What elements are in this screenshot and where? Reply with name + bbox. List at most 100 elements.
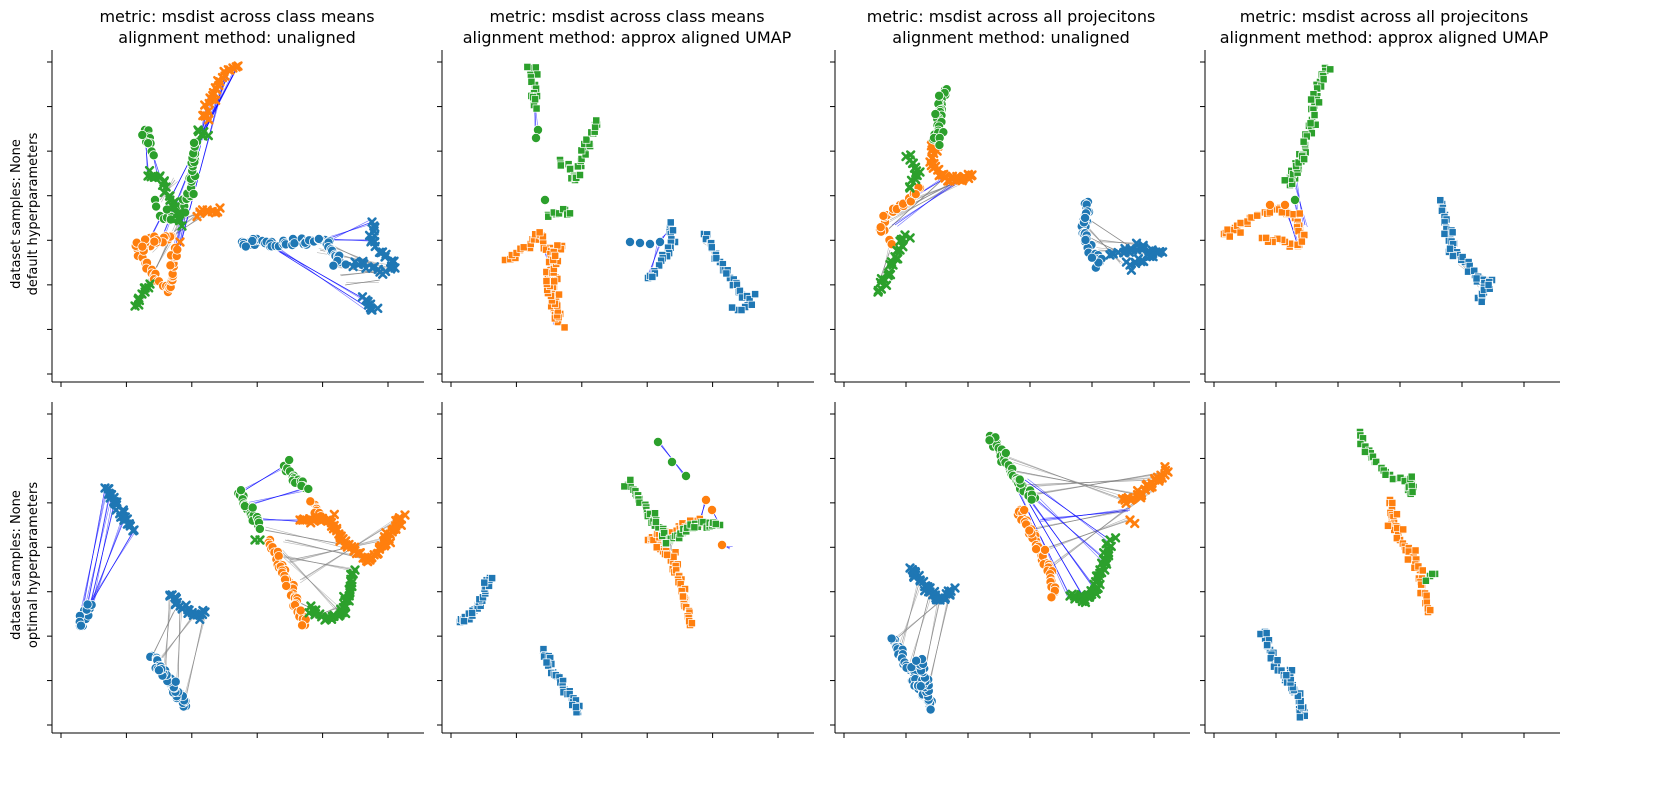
points-r0c2 (873, 84, 1168, 297)
point-square (1253, 211, 1262, 220)
point-circle (240, 241, 251, 252)
point-square (626, 475, 635, 484)
point-square (1411, 546, 1420, 555)
point-square (1315, 98, 1323, 107)
point-square (1407, 472, 1416, 481)
point-square (1436, 196, 1445, 205)
point-square (663, 550, 672, 559)
col3-title-line2: alignment method: approx aligned UMAP (1220, 28, 1549, 47)
point-circle (667, 456, 678, 467)
col0-title-line2: alignment method: unaligned (118, 28, 355, 47)
point-x (876, 274, 887, 284)
point-x (109, 492, 119, 503)
point-square (1392, 534, 1401, 543)
point-square (651, 518, 660, 526)
points-r1c1 (456, 436, 733, 717)
point-square (555, 209, 563, 218)
link-line (883, 179, 942, 235)
point-circle (655, 236, 666, 247)
point-x (197, 205, 208, 215)
point-square (701, 235, 710, 243)
point-square (620, 482, 629, 491)
point-x (1130, 518, 1140, 529)
link-line (243, 468, 283, 490)
point-x (197, 609, 208, 620)
link-line (346, 279, 379, 286)
point-circle (1080, 212, 1091, 223)
link-line (290, 537, 385, 563)
point-x (373, 303, 383, 313)
point-circle (1026, 494, 1037, 505)
point-x (389, 256, 399, 266)
col1-title-line2: alignment method: approx aligned UMAP (463, 28, 792, 47)
point-circle (1000, 448, 1011, 459)
point-square (1392, 510, 1401, 519)
point-x (1130, 258, 1141, 269)
point-square (555, 290, 563, 299)
point-square (566, 165, 575, 174)
panel-r1c2 (830, 402, 1190, 738)
point-square (577, 155, 586, 163)
point-square (1477, 297, 1486, 306)
point-square (679, 592, 687, 601)
point-square (556, 161, 565, 170)
point-square (527, 77, 536, 86)
point-square (1360, 447, 1369, 456)
point-x (210, 95, 221, 105)
point-circle (1014, 474, 1025, 485)
point-circle (1046, 592, 1057, 603)
point-square (1421, 576, 1430, 585)
point-circle (281, 580, 292, 591)
points-r0c1 (501, 63, 760, 332)
point-x (1110, 533, 1121, 543)
point-x (139, 283, 150, 293)
point-x (128, 526, 138, 536)
point-square (711, 520, 720, 528)
link-line (1028, 472, 1170, 495)
point-circle (1265, 199, 1276, 210)
point-square (550, 277, 559, 286)
point-square (1223, 225, 1232, 234)
point-circle (878, 210, 889, 221)
point-circle (911, 655, 922, 666)
point-square (1448, 228, 1457, 237)
link-line (1009, 470, 1141, 495)
point-square (1282, 671, 1291, 680)
point-x (195, 614, 205, 625)
point-square (1388, 499, 1397, 507)
point-x (342, 542, 353, 552)
point-square (1236, 219, 1245, 227)
point-x (1138, 240, 1148, 251)
panel-r1c0 (47, 402, 424, 738)
point-circle (915, 681, 926, 692)
panel-r0c0 (47, 50, 424, 387)
point-circle (645, 238, 656, 249)
point-x (250, 535, 260, 545)
point-x (340, 608, 351, 619)
point-square (1440, 229, 1449, 238)
point-square (1372, 457, 1381, 466)
point-circle (149, 236, 160, 247)
point-x (1080, 597, 1091, 608)
row0-label-line2: default hyperparameters (26, 132, 41, 295)
point-circle (247, 502, 258, 513)
point-circle (717, 540, 728, 551)
point-x (941, 589, 951, 599)
point-square (747, 300, 756, 309)
point-square (1446, 244, 1455, 253)
link-line (92, 520, 122, 605)
col2-title-line2: alignment method: unaligned (892, 28, 1129, 47)
point-circle (284, 455, 295, 466)
point-x (1102, 538, 1112, 549)
point-x (958, 174, 968, 184)
point-x (167, 590, 177, 600)
point-x (946, 586, 956, 596)
point-square (560, 323, 569, 332)
link-line (85, 493, 110, 617)
link-line (1024, 479, 1111, 541)
point-x (174, 216, 185, 226)
point-circle (137, 241, 148, 252)
link-line (89, 529, 135, 606)
link-line (891, 179, 964, 226)
point-square (1295, 209, 1304, 218)
